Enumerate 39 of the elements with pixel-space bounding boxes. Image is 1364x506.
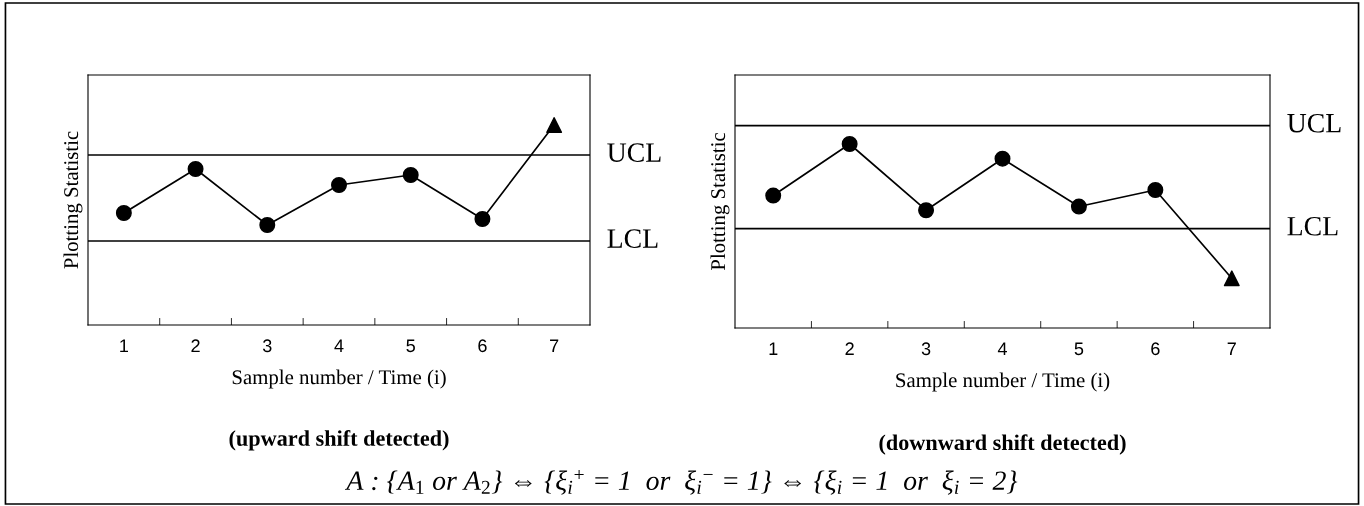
y-axis-title: Plotting Statistic (710, 132, 730, 271)
point (474, 211, 491, 227)
x-tick-label: 7 (1227, 342, 1236, 355)
point (1070, 198, 1087, 215)
ref-line-label: UCL (607, 143, 661, 162)
point (115, 205, 132, 221)
y-axis-title: Plotting Statistic (63, 131, 83, 269)
x-tick-label: 7 (550, 339, 559, 352)
point (994, 150, 1011, 167)
point (259, 217, 276, 233)
point (187, 161, 204, 177)
point (546, 117, 563, 133)
point (1223, 270, 1240, 287)
x-tick-label: 2 (845, 342, 854, 355)
x-tick-label: 1 (769, 342, 778, 355)
x-tick-label: 3 (262, 339, 272, 353)
ref-line-label: UCL (1287, 113, 1341, 133)
text: (upward shift detected) (229, 430, 449, 451)
x-axis-title: Sample number / Time (i) (896, 372, 1110, 392)
x-tick-label: 5 (1074, 342, 1084, 356)
x-tick-label: 4 (334, 339, 344, 352)
ref-line-label: LCL (1287, 216, 1338, 236)
x-tick-label: 1 (120, 339, 128, 352)
text: (downward shift detected) (879, 434, 1126, 455)
x-tick-label: 3 (921, 342, 931, 356)
text: A : {A$_{1}$ or A$_{2}$} ⇔ {ξ$_{i}$$^{+}$ = 1 or ξ$_{i}$$^{−}$ = 1} ⇔ {ξ$_{i}$ = 1 or ξ$_{i}$ = 2} (344, 469, 1018, 495)
point (765, 187, 782, 204)
point (918, 202, 935, 219)
point (841, 136, 858, 152)
x-tick-label: 5 (406, 339, 415, 353)
x-axis-title: Sample number / Time (i) (232, 369, 446, 389)
x-tick-label: 4 (997, 342, 1007, 355)
point (331, 177, 347, 193)
ref-line-label: LCL (607, 229, 658, 248)
point (402, 167, 419, 183)
x-tick-label: 6 (478, 339, 487, 353)
point (1147, 182, 1164, 198)
x-tick-label: 2 (191, 339, 200, 352)
x-tick-label: 6 (1151, 342, 1160, 356)
